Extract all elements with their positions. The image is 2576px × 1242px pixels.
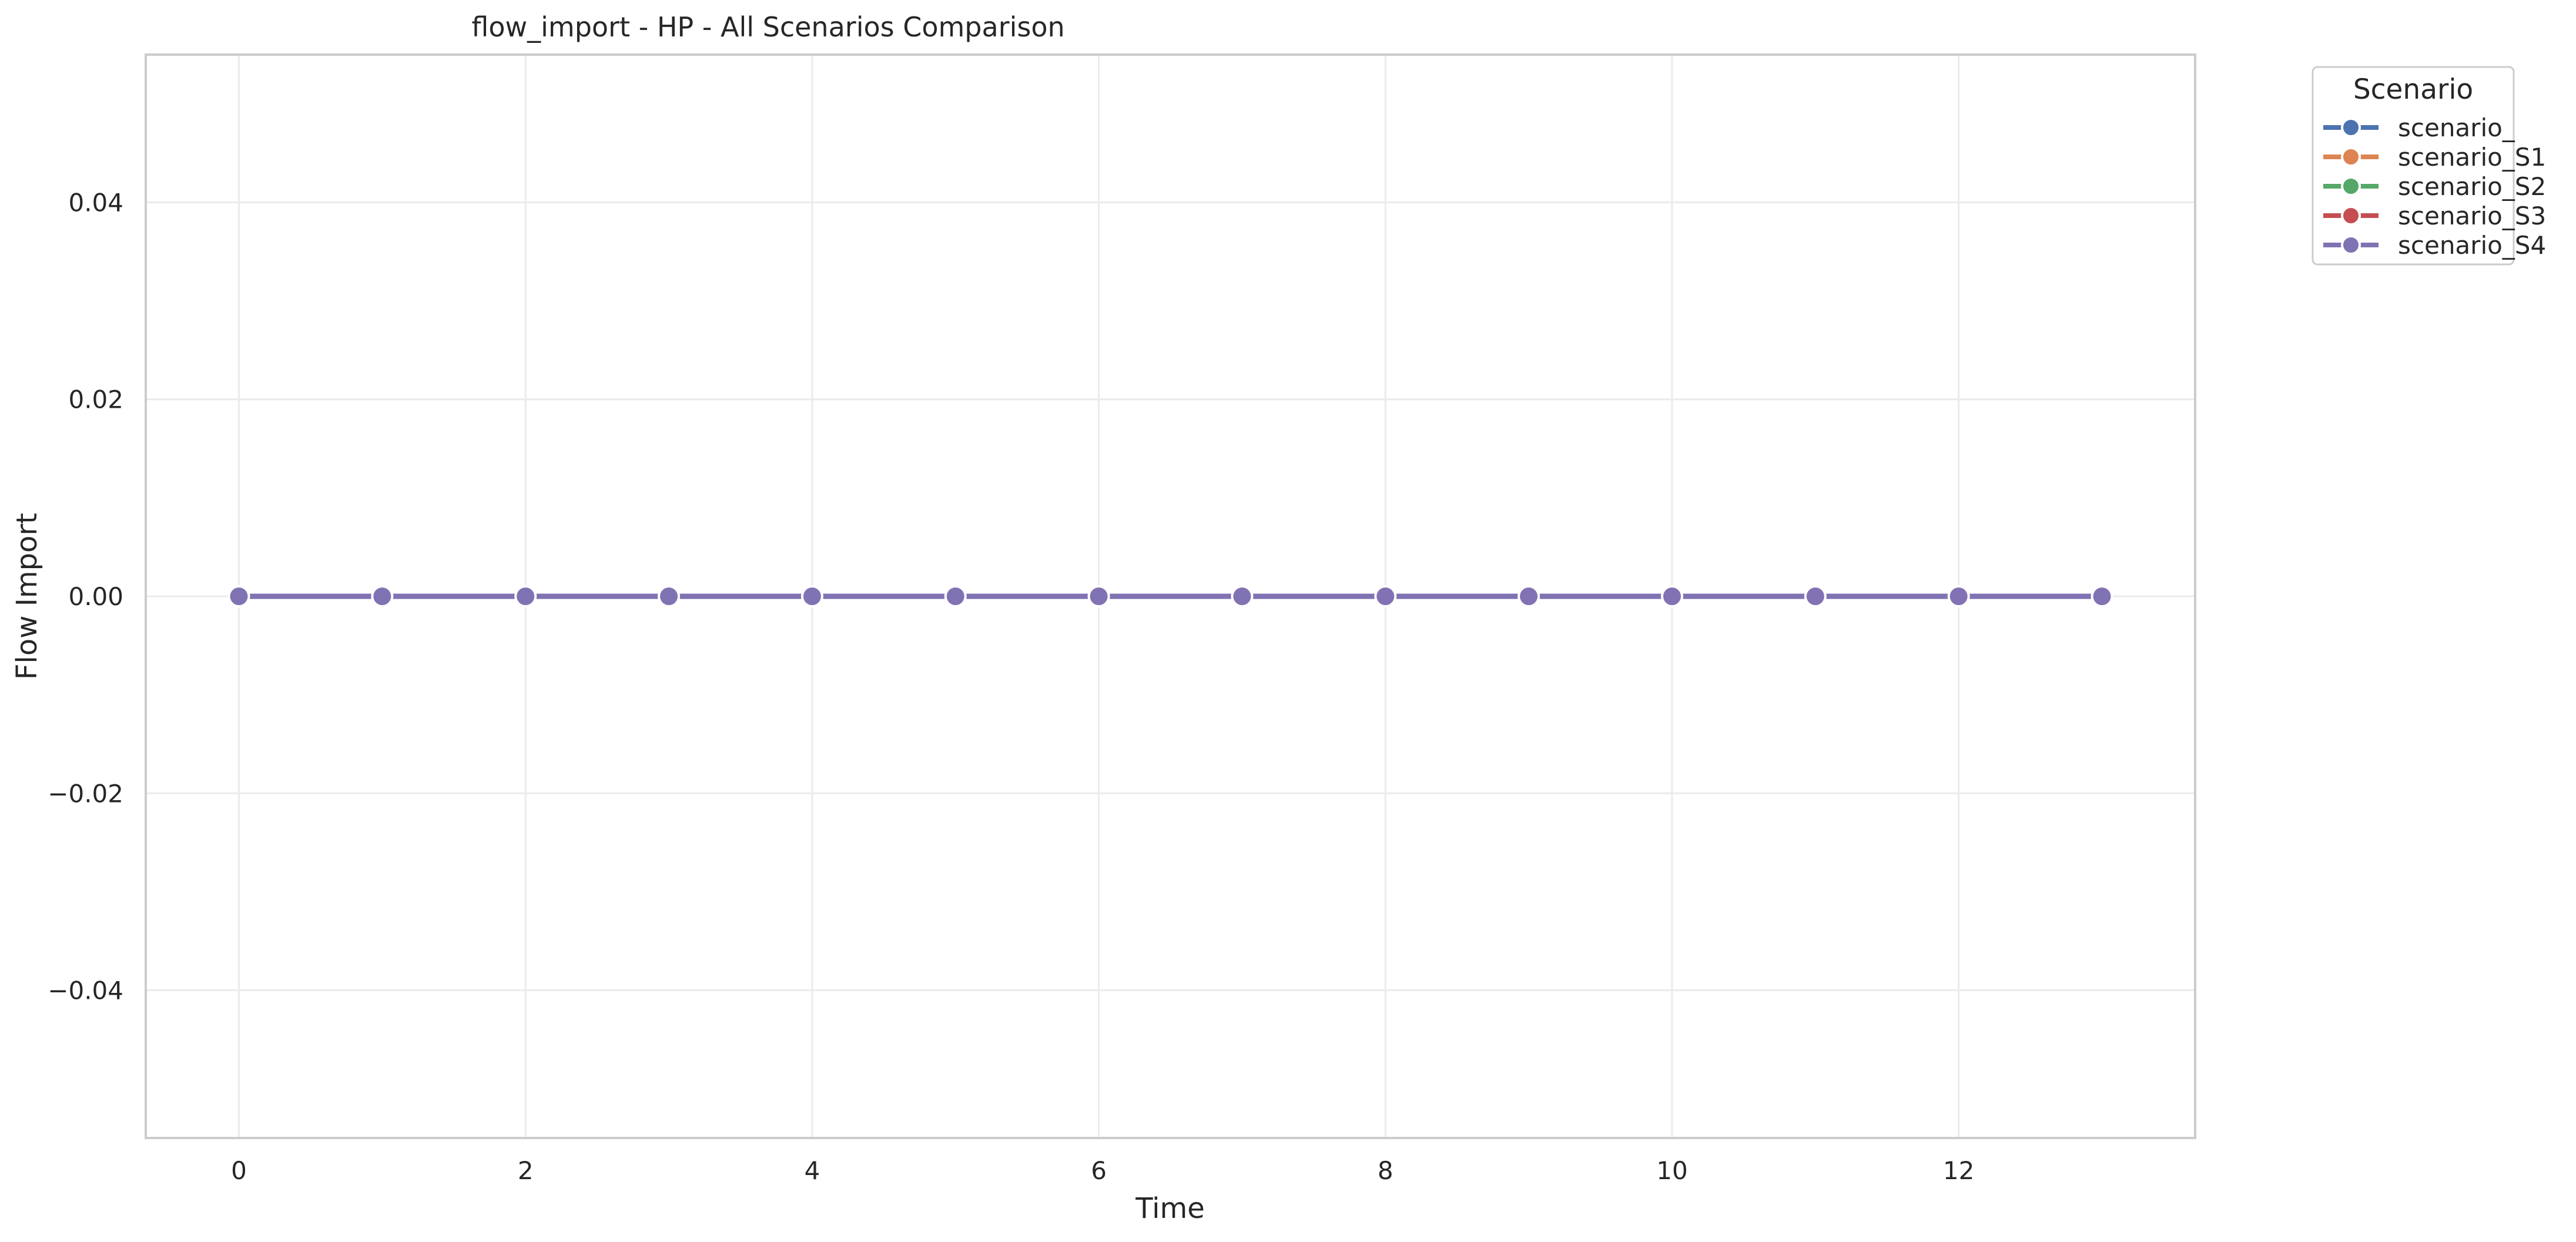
series-group (227, 585, 2113, 607)
x-tick-label: 10 (1656, 1156, 1687, 1185)
legend-items: scenario_scenario_S1scenario_S2scenario_… (2323, 113, 2546, 260)
data-point (1518, 585, 1540, 607)
data-point (800, 585, 823, 607)
legend-label: scenario_S2 (2398, 172, 2546, 201)
legend-marker (2341, 176, 2361, 196)
legend-item: scenario_S4 (2323, 231, 2546, 260)
legend-item: scenario_ (2323, 113, 2515, 142)
y-tick-label: 0.04 (68, 188, 123, 217)
y-tick-label: −0.04 (48, 976, 123, 1005)
data-point (2091, 585, 2113, 607)
y-tick-labels: −0.04 −0.02 0.00 0.02 0.04 (48, 188, 123, 1005)
data-point (944, 585, 967, 607)
y-axis-label: Flow Import (11, 513, 43, 680)
legend: Scenario scenario_scenario_S1scenario_S2… (2312, 66, 2546, 266)
x-tick-label: 0 (231, 1156, 247, 1185)
legend-label: scenario_ (2398, 113, 2515, 142)
data-point (371, 585, 394, 607)
legend-marker (2341, 118, 2361, 137)
legend-title: Scenario (2353, 73, 2473, 106)
plot-frame (145, 53, 2196, 1139)
x-tick-label: 12 (1943, 1156, 1974, 1185)
legend-label: scenario_S3 (2398, 202, 2546, 230)
data-point (514, 585, 537, 607)
x-tick-label: 2 (518, 1156, 534, 1185)
data-point (1804, 585, 1827, 607)
series-scenario_S4 (227, 585, 2113, 607)
data-point (1231, 585, 1254, 607)
legend-marker (2341, 206, 2361, 226)
x-tick-label: 6 (1091, 1156, 1107, 1185)
x-axis-label: Time (1135, 1192, 1204, 1225)
x-tick-label: 4 (805, 1156, 820, 1185)
data-point (1947, 585, 1970, 607)
data-point (1087, 585, 1110, 607)
data-point (1374, 585, 1397, 607)
data-point (658, 585, 681, 607)
chart-title: flow_import - HP - All Scenarios Compari… (471, 11, 1064, 43)
legend-label: scenario_S1 (2398, 143, 2546, 172)
y-tick-label: 0.02 (68, 385, 123, 414)
data-point (1660, 585, 1683, 607)
x-tick-labels: 0 2 4 6 8 10 12 (231, 1156, 1974, 1185)
y-tick-label: 0.00 (68, 582, 123, 611)
legend-item: scenario_S1 (2323, 143, 2546, 172)
legend-marker (2341, 147, 2361, 167)
legend-item: scenario_S2 (2323, 172, 2546, 201)
legend-marker (2341, 235, 2361, 255)
data-point (227, 585, 250, 607)
legend-label: scenario_S4 (2398, 231, 2546, 260)
x-tick-label: 8 (1378, 1156, 1393, 1185)
y-tick-label: −0.02 (48, 779, 123, 808)
legend-item: scenario_S3 (2323, 202, 2546, 230)
